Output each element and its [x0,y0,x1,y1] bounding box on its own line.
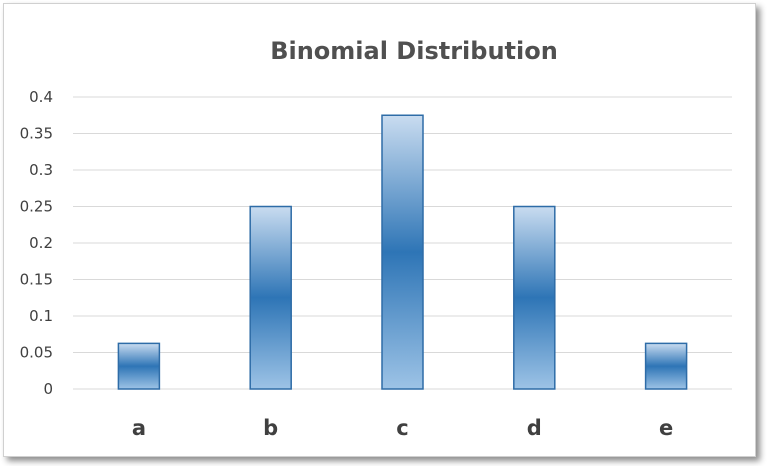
y-tick-label: 0.4 [29,88,53,106]
y-tick-label: 0.1 [29,307,53,325]
x-category-label: a [132,416,146,440]
y-tick-label: 0 [43,380,53,398]
y-tick-label: 0.25 [20,198,53,216]
bar-a [117,342,161,390]
bars [117,114,688,390]
y-tick-label: 0.2 [29,234,53,252]
bar-e [644,342,688,390]
x-category-label: e [659,416,673,440]
x-axis-categories: a b c d e [132,416,673,440]
y-tick-label: 0.3 [29,161,53,179]
x-category-label: b [263,416,278,440]
bar-d [513,205,556,390]
x-category-label: c [396,416,408,440]
y-tick-label: 0.35 [20,125,53,143]
x-category-label: d [527,416,542,440]
chart-container: Binomial Distribution 0 0.05 0.1 0.15 0.2 0.2… [3,3,756,457]
chart-title: Binomial Distribution [270,37,558,65]
y-axis-ticks: 0 0.05 0.1 0.15 0.2 0.25 0.3 0.35 0.4 [20,88,53,398]
y-tick-label: 0.05 [20,344,53,362]
bar-c [381,114,424,390]
bar-b [249,205,292,390]
chart-svg: Binomial Distribution 0 0.05 0.1 0.15 0.2 0.2… [20,37,732,440]
y-tick-label: 0.15 [20,271,53,289]
